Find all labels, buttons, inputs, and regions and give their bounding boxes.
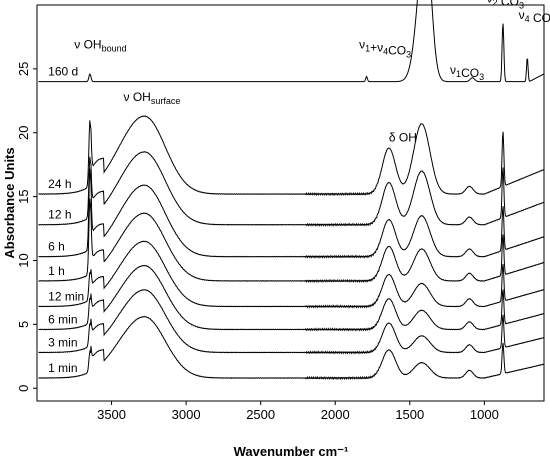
series-label: 3 min	[48, 335, 77, 349]
series-line	[38, 240, 544, 309]
series-label: 1 min	[48, 361, 77, 375]
series-line	[38, 289, 545, 355]
series-label: 6 min	[48, 312, 77, 326]
y-ticks-group: 0 5 10 15 20 25	[16, 62, 37, 392]
annotation-label: ν OHsurface	[123, 90, 180, 106]
x-tick-label: 2000	[321, 407, 350, 422]
y-tick-label: 5	[16, 321, 31, 328]
annotation-label: ν OHbound	[74, 37, 126, 53]
x-tick-label: 1000	[470, 407, 499, 422]
series-label: 12 h	[48, 208, 71, 222]
x-tick-label: 3500	[97, 407, 126, 422]
series-labels-group: 1 min 3 min 6 min 12 min 1 h 6 h 12 h 24 h 160 d	[48, 65, 84, 375]
y-tick-label: 25	[16, 62, 31, 76]
x-tick-label: 1500	[395, 407, 424, 422]
annotation-label: ν2 CO3	[487, 0, 524, 10]
series-line	[38, 151, 544, 227]
annotation-label: ν1CO3	[450, 63, 484, 82]
series-line	[38, 0, 544, 83]
series-label: 24 h	[48, 177, 71, 191]
traces-group	[38, 0, 545, 381]
series-label: 6 h	[48, 240, 65, 254]
annotation-label: ν1+ν4CO3	[359, 37, 411, 59]
series-line	[38, 115, 545, 197]
x-ticks-group: 3500 3000 2500 2000 1500 1000	[97, 401, 499, 422]
y-tick-label: 20	[16, 126, 31, 140]
x-tick-label: 2500	[246, 407, 275, 422]
x-tick-label: 3000	[172, 407, 201, 422]
series-line	[38, 315, 544, 381]
annotation-label: δ OH	[389, 131, 417, 145]
annotation-label: ν4 CO3	[519, 8, 550, 27]
series-line	[38, 264, 544, 332]
series-line	[38, 168, 545, 259]
plot-frame	[36, 4, 545, 402]
series-line	[38, 198, 544, 284]
y-tick-label: 15	[16, 189, 31, 203]
x-axis-title: Wavenumber cm⁻¹	[234, 444, 349, 459]
series-label: 12 min	[48, 289, 84, 303]
series-label: 1 h	[48, 264, 65, 278]
y-axis-title: Absorbance Units	[2, 147, 17, 258]
series-label: 160 d	[48, 65, 78, 79]
y-tick-label: 0	[16, 385, 31, 392]
y-tick-label: 10	[16, 253, 31, 267]
